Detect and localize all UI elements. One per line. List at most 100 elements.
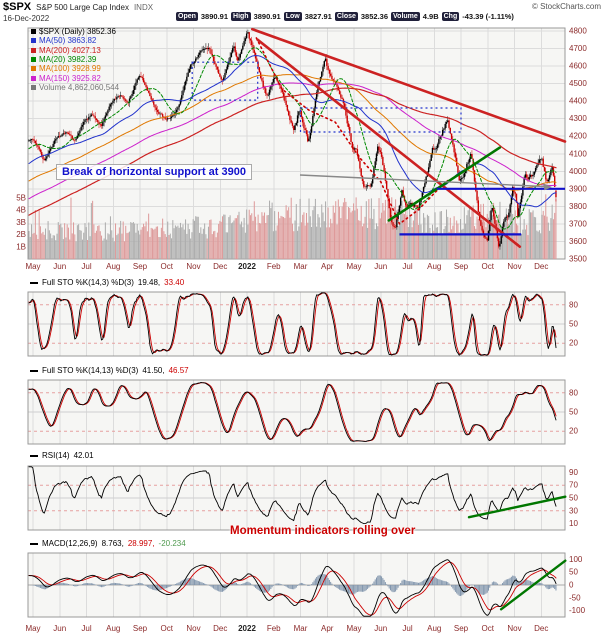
rsi-label: RSI(14) 42.01 [30,451,94,460]
svg-text:May: May [25,262,40,271]
quote-label-low: Low [283,12,302,21]
quote-label-volume: Volume [391,12,420,21]
rsi-swatch [30,454,38,457]
sto-fast-label: Full STO %K(14,3) %D(3) 19.48, 33.40 [30,278,184,287]
header: $SPX S&P 500 Large Cap Index INDX [3,1,153,13]
svg-text:1B: 1B [16,242,26,251]
legend-entry: MA(50) 3863.82 [31,36,119,45]
svg-text:4400: 4400 [569,97,587,106]
svg-text:Apr: Apr [321,624,334,633]
svg-text:Nov: Nov [507,262,521,271]
svg-text:Jun: Jun [53,262,66,271]
sto-slow-d-value: 46.57 [168,366,189,375]
svg-text:20: 20 [569,339,578,348]
legend-entry: Volume 4,862,060,544 [31,83,119,92]
quote-value-low: 3827.91 [304,12,332,21]
legend-swatch [31,57,36,63]
legend-entry: MA(150) 3925.82 [31,73,119,83]
legend-swatch [31,84,36,90]
legend-text: $SPX (Daily) 3852.36 [39,27,116,37]
svg-text:4800: 4800 [569,27,587,36]
svg-text:50: 50 [569,568,578,577]
svg-text:Aug: Aug [427,624,441,633]
sto-fast-swatch [30,281,38,284]
svg-text:10: 10 [569,519,578,528]
svg-text:Jul: Jul [81,262,91,271]
quote-value-volume: 4.9B [422,12,439,21]
svg-text:Oct: Oct [482,262,495,271]
svg-text:Sep: Sep [454,624,469,633]
macd-panel: 100 50 0 -50 -100 [27,552,586,618]
svg-text:50: 50 [569,408,578,417]
legend-entry: MA(20) 3982.39 [31,55,119,64]
svg-text:May: May [25,624,40,633]
macd-label: MACD(12,26,9) 8.763, 28.997, -20.234 [30,539,186,548]
svg-text:Nov: Nov [507,624,521,633]
svg-text:-100: -100 [569,606,586,615]
sto-fast-name: Full STO %K(14,3) %D(3) [42,278,134,287]
svg-text:2B: 2B [16,230,26,239]
svg-text:Dec: Dec [213,262,227,271]
svg-text:May: May [346,624,361,633]
svg-text:4300: 4300 [569,114,587,123]
sto-fast-panel: 80 50 20 [27,291,578,357]
index-name: S&P 500 Large Cap Index [36,3,129,12]
legend-text: Volume 4,862,060,544 [39,82,120,92]
svg-text:Dec: Dec [534,262,548,271]
quote-value-close: 3852.36 [360,12,389,21]
legend-entry: $SPX (Daily) 3852.36 [31,27,119,36]
svg-text:Nov: Nov [186,262,200,271]
copyright-link: © StockCharts.com [531,2,601,11]
svg-text:Aug: Aug [106,262,120,271]
momentum-annotation: Momentum indicators rolling over [230,525,416,537]
price-annotations [191,27,567,248]
svg-text:Sep: Sep [454,262,469,271]
svg-text:4600: 4600 [569,62,587,71]
svg-text:70: 70 [569,481,578,490]
svg-text:Jul: Jul [81,624,91,633]
sto-slow-label: Full STO %K(14,13) %D(3) 41.50, 46.57 [30,366,189,375]
svg-text:3900: 3900 [569,184,587,193]
svg-text:2022: 2022 [238,624,256,633]
svg-text:Oct: Oct [161,262,174,271]
legend-text: MA(100) 3928.99 [39,64,101,74]
svg-text:0: 0 [569,581,574,590]
sto-slow-name: Full STO %K(14,13) %D(3) [42,366,139,375]
svg-text:3800: 3800 [569,202,587,211]
svg-text:2022: 2022 [238,262,256,271]
svg-text:Dec: Dec [213,624,227,633]
legend-entry: MA(200) 4027.13 [31,46,119,55]
legend-text: MA(50) 3863.82 [39,36,97,46]
svg-text:4100: 4100 [569,149,587,158]
svg-text:Jun: Jun [374,262,387,271]
legend-entry: MA(100) 3928.99 [31,64,119,73]
quote-label-open: Open [176,12,198,21]
sto-slow-k-value: 41.50, [142,366,165,375]
svg-text:Oct: Oct [161,624,174,633]
legend-swatch [31,47,36,53]
svg-text:80: 80 [569,300,578,309]
support-break-annotation: Break of horizontal support at 3900 [56,164,252,180]
svg-text:Apr: Apr [321,262,334,271]
svg-text:50: 50 [569,494,578,503]
svg-text:90: 90 [569,468,578,477]
svg-text:Jul: Jul [402,262,412,271]
svg-text:4B: 4B [16,206,26,215]
svg-text:-50: -50 [569,593,581,602]
macd-line-value: 8.763, [101,539,124,548]
svg-text:May: May [346,262,361,271]
svg-text:20: 20 [569,427,578,436]
macd-signal-value: 28.997, [127,539,155,548]
svg-text:4700: 4700 [569,44,587,53]
quote-label-high: High [231,12,251,21]
svg-text:100: 100 [569,555,583,564]
sto-slow-swatch [30,369,38,372]
legend-text: MA(150) 3925.82 [39,73,101,83]
svg-text:Jun: Jun [53,624,66,633]
sto-slow-panel: 80 50 20 [27,379,578,445]
svg-text:4500: 4500 [569,79,587,88]
quote-label-close: Close [334,12,358,21]
sto-fast-k-value: 19.48, [137,278,161,287]
